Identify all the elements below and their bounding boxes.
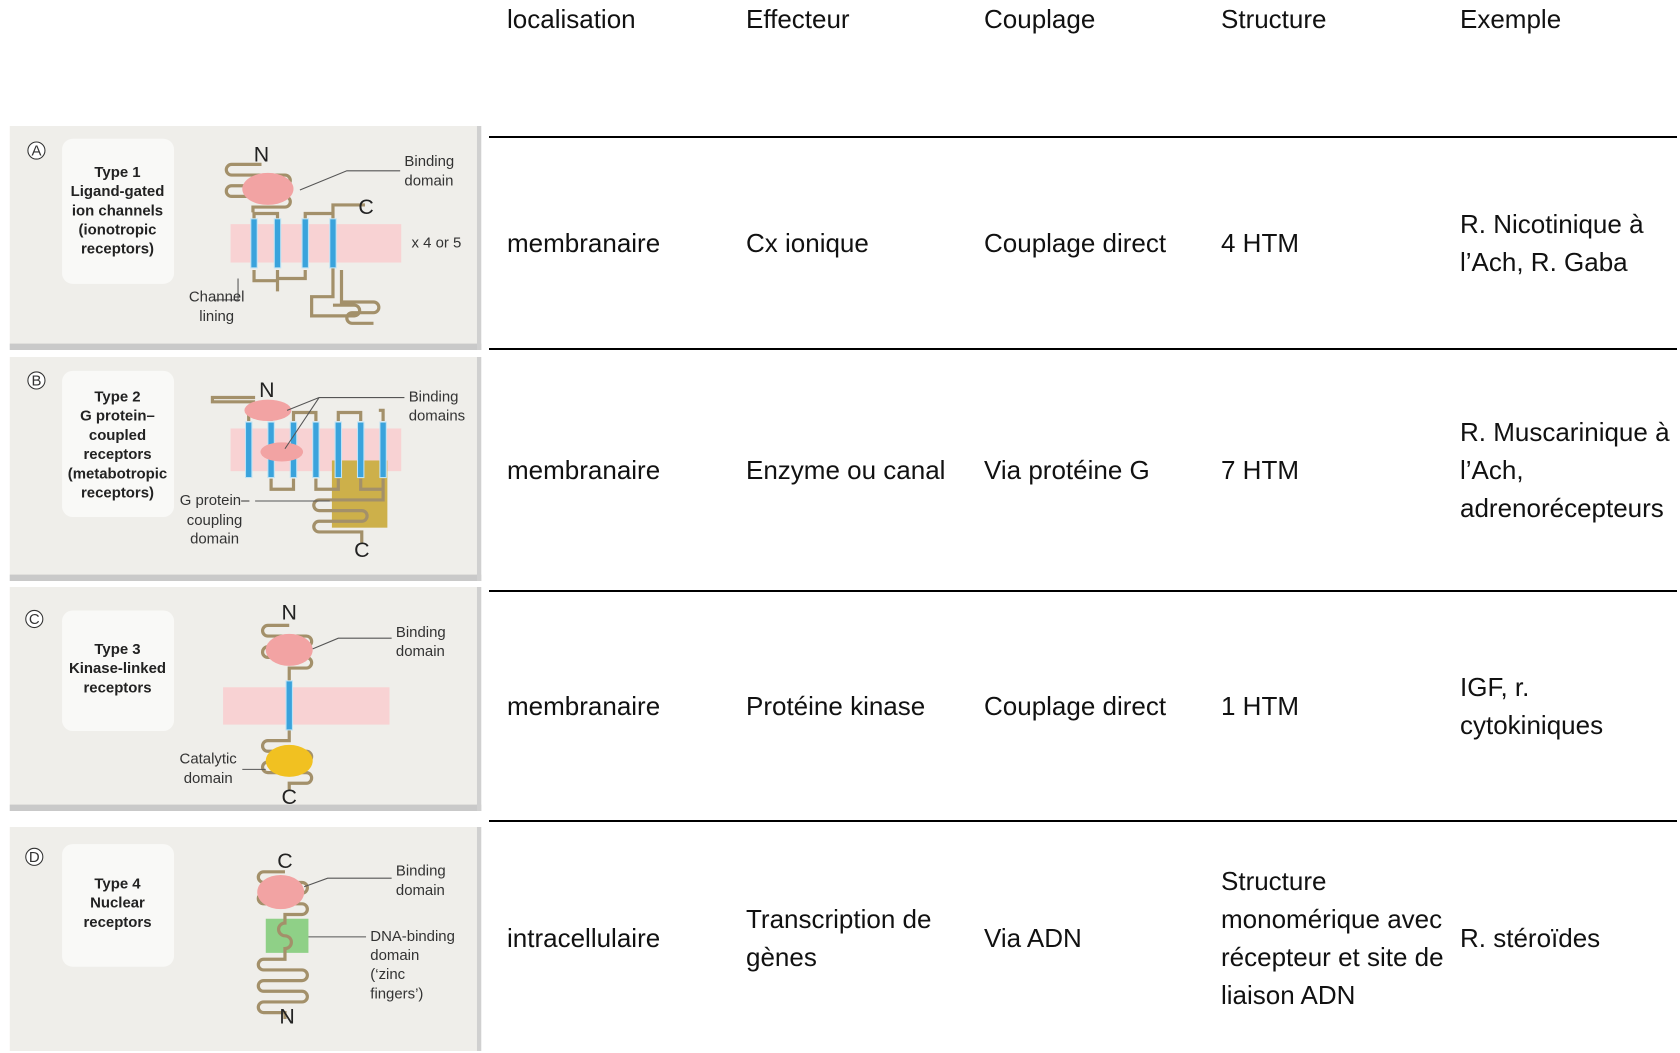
diagram-panel: C Type 3 Kinase-linked receptors N C Bin… [9,587,482,811]
panel-title: Type 1 [94,164,140,181]
diagram-panel: B Type 2 G protein– coupled receptors (m… [9,357,482,581]
annotation: Catalytic [180,751,238,768]
terminus-label: N [279,1005,294,1029]
annotation: coupling [187,512,243,529]
annotation: Binding [404,153,454,170]
header-cell: Exemple [1460,4,1562,34]
panel-title: Type 2 [94,388,140,405]
annotation: domain [396,882,445,899]
panel-title: ion channels [72,202,163,219]
panel-title: Type 4 [94,876,141,893]
table-cell: 7 HTM [1221,455,1299,485]
terminus-label: C [282,785,297,809]
table-cell: Couplage direct [984,228,1167,258]
annotation: fingers’) [370,985,423,1002]
annotation: DNA-binding [370,928,455,945]
table-cell: membranaire [507,691,661,721]
annotation: domain [404,172,453,189]
terminus-label: C [358,195,373,219]
annotation: domain [190,530,239,547]
terminus-label: C [354,538,369,562]
table-cell: Enzyme ou canal [746,455,946,485]
table-cell: 4 HTM [1221,228,1299,258]
table-row: intracellulaire Transcription de gènes Via… [489,820,1677,1053]
panel-title: receptors) [81,241,154,258]
panel-letter: C [29,611,40,628]
panel-letter: D [29,849,40,866]
table-cell: Cx ionique [746,228,869,258]
panel-letter: A [31,143,41,160]
table-cell: IGF, r. cytokiniques [1460,672,1604,740]
annotation: Binding [396,863,446,880]
table-cell: Couplage direct [984,691,1167,721]
header-cell: localisation [507,4,636,34]
annotation: Binding [409,388,459,405]
panel-title: G protein– [80,408,155,425]
table-cell: intracellulaire [507,922,661,953]
table-cell: Protéine kinase [746,691,926,721]
table-row: membranaire Enzyme ou canal Via protéine G… [489,348,1677,590]
annotation: lining [199,308,234,325]
annotation: (‘zinc [370,966,405,983]
table-cell: 1 HTM [1221,691,1299,721]
table-cell: Structure monomérique avec récepteur et … [1221,865,1444,1010]
panel-title: Nuclear [90,895,145,912]
annotation: x 4 or 5 [412,234,462,251]
panel-title: (metabotropic [68,465,167,482]
panel-title: Kinase-linked [69,660,166,677]
terminus-label: N [282,600,297,624]
table-cell: membranaire [507,455,661,485]
annotation: Binding [396,624,446,641]
annotation: G protein– [180,492,250,509]
annotation: domains [409,408,465,425]
annotation: domain [370,947,419,964]
annotation: domain [184,770,233,787]
terminus-label: N [259,378,274,402]
terminus-label: C [277,849,292,873]
table-cell: Via protéine G [984,455,1150,485]
table-cell: R. Nicotinique à l’Ach, R. Gaba [1460,209,1644,277]
table-cell: Transcription de gènes [746,903,932,972]
annotation: domain [396,643,445,660]
panel-title: receptors [83,914,151,931]
diagram-panel: D Type 4 Nuclear receptors C N Binding d… [9,827,482,1051]
table-cell: R. Muscarinique à l’Ach, adrenorécepteur… [1460,417,1670,523]
diagram-panel: A Type 1 Ligand-gated ion channels (iono… [9,126,482,350]
panel-title: receptors [83,679,151,696]
panel-title: receptors) [81,484,154,501]
panel-title: coupled [89,427,146,444]
header-cell: Structure [1221,4,1327,34]
table-cell: R. stéroïdes [1460,922,1601,953]
panel-title: Ligand-gated [71,183,165,200]
panel-title: receptors [83,446,151,463]
table-row: membranaire Protéine kinase Couplage direc… [489,590,1677,820]
header-cell: Effecteur [746,4,850,34]
terminus-label: N [254,143,269,167]
table-cell: Via ADN [984,922,1082,953]
panel-title: Type 3 [94,641,140,658]
panel-title: (ionotropic [79,221,157,238]
table-cell: membranaire [507,228,661,258]
table-row: membranaire Cx ionique Couplage direct 4 HT… [489,136,1677,348]
header-cell: Couplage [984,4,1096,34]
annotation: Channel [189,289,245,306]
panel-letter: B [31,372,41,389]
